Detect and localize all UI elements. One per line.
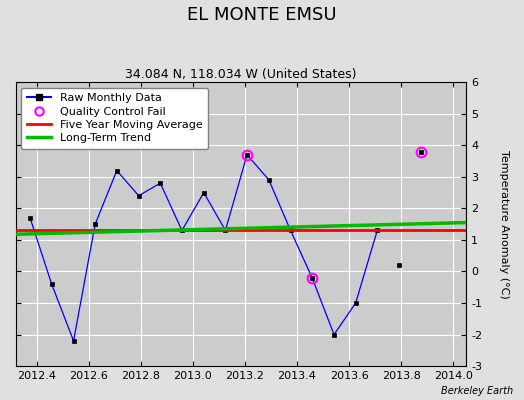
Y-axis label: Temperature Anomaly (°C): Temperature Anomaly (°C) bbox=[499, 150, 509, 298]
Title: 34.084 N, 118.034 W (United States): 34.084 N, 118.034 W (United States) bbox=[125, 68, 357, 81]
Legend: Raw Monthly Data, Quality Control Fail, Five Year Moving Average, Long-Term Tren: Raw Monthly Data, Quality Control Fail, … bbox=[21, 88, 209, 149]
Text: EL MONTE EMSU: EL MONTE EMSU bbox=[187, 6, 337, 24]
Text: Berkeley Earth: Berkeley Earth bbox=[441, 386, 514, 396]
